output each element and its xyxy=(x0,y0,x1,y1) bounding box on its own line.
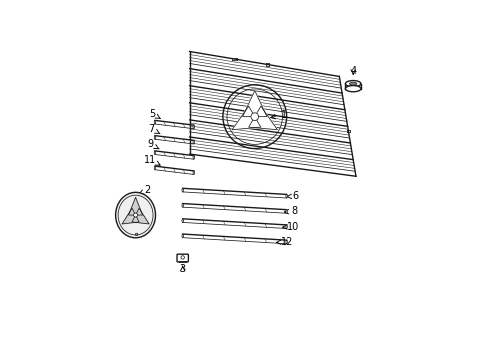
Polygon shape xyxy=(128,197,142,215)
Text: 6: 6 xyxy=(286,191,297,201)
Ellipse shape xyxy=(349,82,356,85)
Polygon shape xyxy=(132,208,149,224)
Text: 8: 8 xyxy=(284,207,297,216)
Ellipse shape xyxy=(154,120,155,124)
Text: 4: 4 xyxy=(349,66,356,76)
Circle shape xyxy=(250,113,258,121)
Ellipse shape xyxy=(345,86,360,92)
Ellipse shape xyxy=(182,188,183,192)
Polygon shape xyxy=(248,106,277,130)
Text: 11: 11 xyxy=(143,155,160,165)
Ellipse shape xyxy=(193,171,194,175)
Ellipse shape xyxy=(115,192,155,238)
Ellipse shape xyxy=(182,219,183,222)
Text: 9: 9 xyxy=(147,139,159,149)
Ellipse shape xyxy=(285,194,287,198)
Polygon shape xyxy=(122,208,139,224)
Ellipse shape xyxy=(285,240,287,244)
Ellipse shape xyxy=(193,125,194,129)
Polygon shape xyxy=(232,106,260,130)
Ellipse shape xyxy=(154,151,155,154)
Circle shape xyxy=(133,213,137,217)
Ellipse shape xyxy=(345,81,360,87)
Text: 5: 5 xyxy=(149,109,160,119)
Text: 3: 3 xyxy=(179,264,185,274)
Ellipse shape xyxy=(285,225,287,229)
Text: 2: 2 xyxy=(139,185,150,195)
Ellipse shape xyxy=(182,203,183,207)
Ellipse shape xyxy=(154,166,155,170)
Polygon shape xyxy=(242,90,266,117)
Text: 1: 1 xyxy=(270,110,286,120)
Text: 10: 10 xyxy=(282,222,298,232)
Ellipse shape xyxy=(193,140,194,144)
Ellipse shape xyxy=(285,210,287,213)
Ellipse shape xyxy=(193,156,194,159)
Ellipse shape xyxy=(182,234,183,238)
Ellipse shape xyxy=(154,136,155,139)
Text: 12: 12 xyxy=(276,237,292,247)
Text: 7: 7 xyxy=(148,124,160,134)
FancyBboxPatch shape xyxy=(177,254,188,262)
